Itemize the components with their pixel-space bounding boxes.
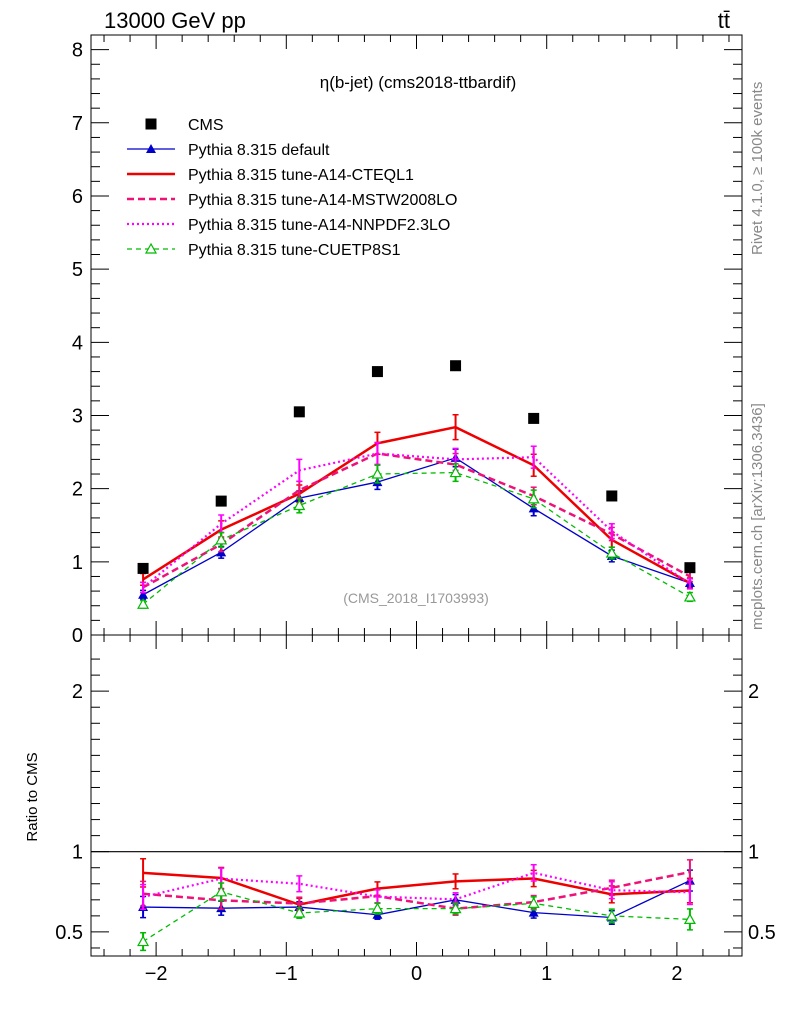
ratio-pythia-8-315-default-point [528,907,539,917]
legend-pythia-8-315-tune-cuetp8s1-label: Pythia 8.315 tune-CUETP8S1 [188,242,401,259]
main-panel [137,360,696,609]
ratio-ylabel: Ratio to CMS [24,752,41,841]
pythia-8-315-tune-a14-cteql1-line [142,425,691,585]
main-y-tick-label: 4 [72,332,83,354]
mcplots-label: mcplots.cern.ch [arXiv:1306.3436] [749,403,766,630]
ratio-pythia-8-315-tune-cuetp8s1-line [142,891,690,943]
cms-data-point [684,562,696,574]
main-y-tick-label: 8 [72,40,83,62]
pythia-8-315-default-line [142,457,691,596]
cms-data-point [137,562,149,574]
cms-data-point [528,412,540,424]
ratio-y-tick-label-right: 2 [748,681,759,703]
main-y-tick-label: 3 [72,405,83,427]
rivet-version-label: Rivet 4.1.0, ≥ 100k events [749,82,766,255]
legend-cms-label: CMS [188,117,224,134]
ratio-y-tick-label: 1 [72,842,83,864]
pythia-8-315-tune-cuetp8s1-point [371,467,384,479]
ratio-y-tick-label-right: 0.5 [748,922,776,944]
x-tick-label: −2 [145,963,168,985]
ratio-pythia-8-315-default-line [143,879,691,919]
ratio-pythia-8-315-tune-a14-nnpdf2-3lo-line [142,871,690,901]
main-y-tick-label: 1 [72,552,83,574]
ratio-y-tick-label: 0.5 [55,922,83,944]
legend-pythia-8-315-tune-cuetp8s1-marker [144,242,158,254]
cms-data-point [215,495,227,507]
main-y-tick-label: 7 [72,113,83,135]
main-y-tick-label: 6 [72,186,83,208]
legend-pythia-8-315-default-label: Pythia 8.315 default [188,142,330,159]
x-tick-label: 2 [671,963,682,985]
pythia-8-315-tune-cuetp8s1-point [137,598,150,609]
x-tick-label: 0 [411,963,422,985]
ratio-pythia-8-315-tune-a14-mstw2008lo-line [142,870,691,910]
legend-cms-marker [145,118,157,130]
cms-data-point [450,360,462,372]
ratio-y-tick-label-right: 1 [748,842,759,864]
x-tick-label: 1 [541,963,552,985]
x-tick-label: −1 [275,963,298,985]
plot-title: η(b-jet) (cms2018-ttbardif) [320,73,517,92]
pythia-8-315-tune-cuetp8s1-point [527,492,540,504]
main-y-tick-label: 2 [72,479,83,501]
main-y-tick-label: 0 [72,625,83,647]
pythia-8-315-tune-cuetp8s1-point [449,466,462,478]
pythia-8-315-tune-cuetp8s1-line [142,471,691,605]
legend-pythia-8-315-default-marker [146,144,156,153]
ratio-pythia-8-315-tune-cuetp8s1-point [683,913,696,925]
pythia-8-315-tune-cuetp8s1-point [683,590,696,602]
energy-label: 13000 GeV pp [104,8,246,33]
legend-pythia-8-315-tune-a14-cteql1-label: Pythia 8.315 tune-A14-CTEQL1 [188,167,414,184]
legend: CMS Pythia 8.315 default Pythia 8.315 tune… [127,117,457,259]
cms-data-point [371,366,383,378]
pythia-8-315-tune-cuetp8s1-point [605,546,618,558]
cms-data-point [293,406,305,418]
ratio-pythia-8-315-tune-cuetp8s1-point [293,906,306,918]
ratio-pythia-8-315-tune-cuetp8s1-point [527,897,540,908]
ratio-pythia-8-315-tune-cuetp8s1-point [449,902,462,914]
ratio-y-tick-label: 2 [72,681,83,703]
pythia-8-315-tune-cuetp8s1-point [215,533,228,545]
ratio-pythia-8-315-tune-cuetp8s1-point [371,902,384,914]
pythia-8-315-default-point [138,589,149,599]
ratio-pythia-8-315-tune-a14-cteql1-line [142,871,690,906]
ratio-pythia-8-315-tune-cuetp8s1-point [137,935,150,947]
cms-data-point [606,490,618,502]
legend-pythia-8-315-tune-a14-nnpdf2-3lo-label: Pythia 8.315 tune-A14-NNPDF2.3LO [188,217,450,234]
legend-pythia-8-315-tune-a14-mstw2008lo-label: Pythia 8.315 tune-A14-MSTW2008LO [188,192,457,209]
ratio-pythia-8-315-tune-cuetp8s1-point [605,909,618,921]
main-y-tick-label: 5 [72,259,83,281]
analysis-label: (CMS_2018_I1703993) [343,590,489,606]
process-label: tt̄ [718,8,730,33]
ratio-pythia-8-315-tune-cuetp8s1-point [215,885,228,897]
pythia-8-315-tune-a14-mstw2008lo-line [142,452,691,589]
ratio-panel [91,851,742,952]
pythia-8-315-tune-cuetp8s1-point [293,499,306,511]
pythia-8-315-tune-a14-nnpdf2-3lo-line [142,452,691,589]
axis-ticks: −2 −1 0 1 2 0 1 2 3 4 5 6 7 8 0.5 0.5 1 1 2 2 [55,35,776,985]
